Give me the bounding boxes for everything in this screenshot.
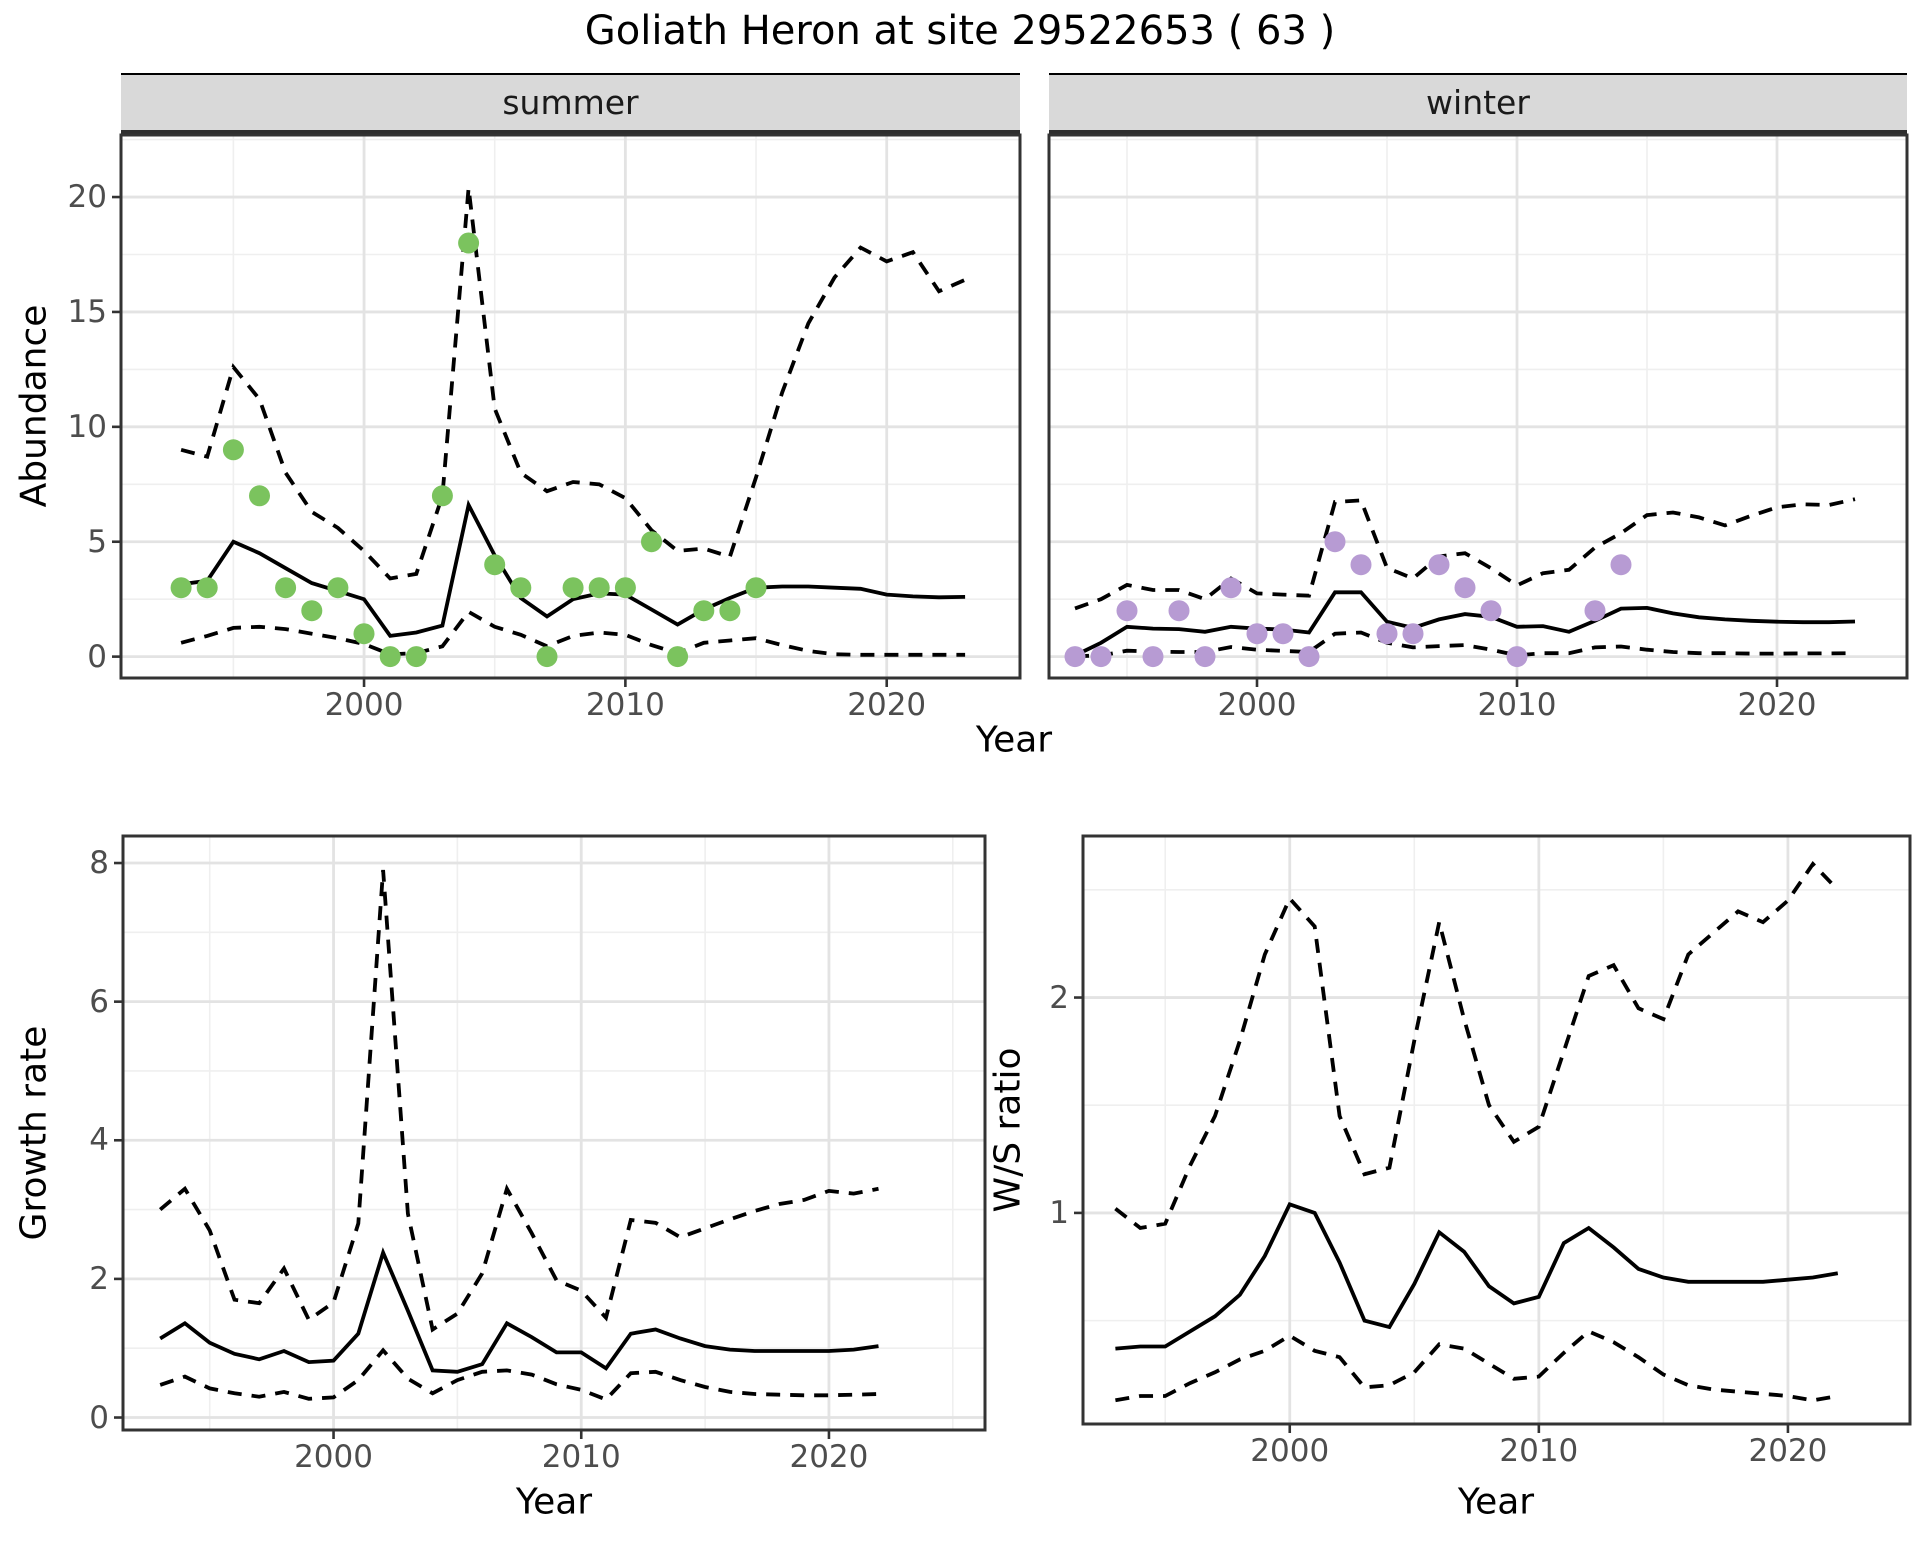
facet-strip-winter-label: winter (1426, 83, 1530, 122)
x-tick-label: 2020 (847, 687, 927, 723)
facet-strip-summer: summer (121, 73, 1020, 134)
y-tick-label: 8 (89, 845, 109, 882)
abundance-axis-title: Abundance (13, 304, 55, 508)
y-tick-label: 0 (89, 1399, 109, 1436)
x-tick-label: 2020 (1737, 687, 1817, 723)
x-tick-label: 2000 (1217, 687, 1297, 723)
x-tick-label: 2000 (294, 1439, 373, 1475)
y-tick-label: 1 (1049, 1194, 1069, 1231)
y-tick-label: 10 (67, 408, 107, 445)
abundance-winter-chart (1047, 133, 1909, 687)
x-tick-label: 2010 (1499, 1433, 1579, 1469)
abundance-summer-chart (112, 133, 1022, 687)
y-tick-label: 6 (89, 983, 109, 1020)
y-tick-label: 2 (1049, 979, 1069, 1016)
x-tick-label: 2010 (585, 687, 665, 723)
ws-ratio-chart (1074, 834, 1912, 1433)
y-tick-label: 20 (67, 179, 107, 216)
y-tick-label: 15 (67, 293, 107, 330)
growth-rate-axis-title: Growth rate (13, 1025, 55, 1241)
y-tick-label: 5 (87, 523, 107, 560)
x-tick-label: 2020 (789, 1439, 869, 1475)
x-tick-label: 2010 (1477, 687, 1557, 723)
year-axis-title-bottom-right: Year (1457, 1481, 1535, 1523)
facet-strip-summer-label: summer (502, 83, 639, 122)
year-axis-title-top: Year (975, 719, 1053, 761)
x-tick-label: 2020 (1748, 1433, 1828, 1469)
y-tick-label: 2 (89, 1260, 109, 1297)
growth-rate-chart (114, 834, 987, 1439)
y-tick-label: 0 (87, 638, 107, 675)
x-tick-label: 2010 (541, 1439, 621, 1475)
y-tick-label: 4 (89, 1122, 109, 1159)
year-axis-title-bottom-left: Year (515, 1481, 593, 1523)
page-title: Goliath Heron at site 29522653 ( 63 ) (584, 8, 1336, 54)
x-tick-label: 2000 (324, 687, 404, 723)
facet-strip-winter: winter (1049, 73, 1907, 134)
x-tick-label: 2000 (1250, 1433, 1330, 1469)
